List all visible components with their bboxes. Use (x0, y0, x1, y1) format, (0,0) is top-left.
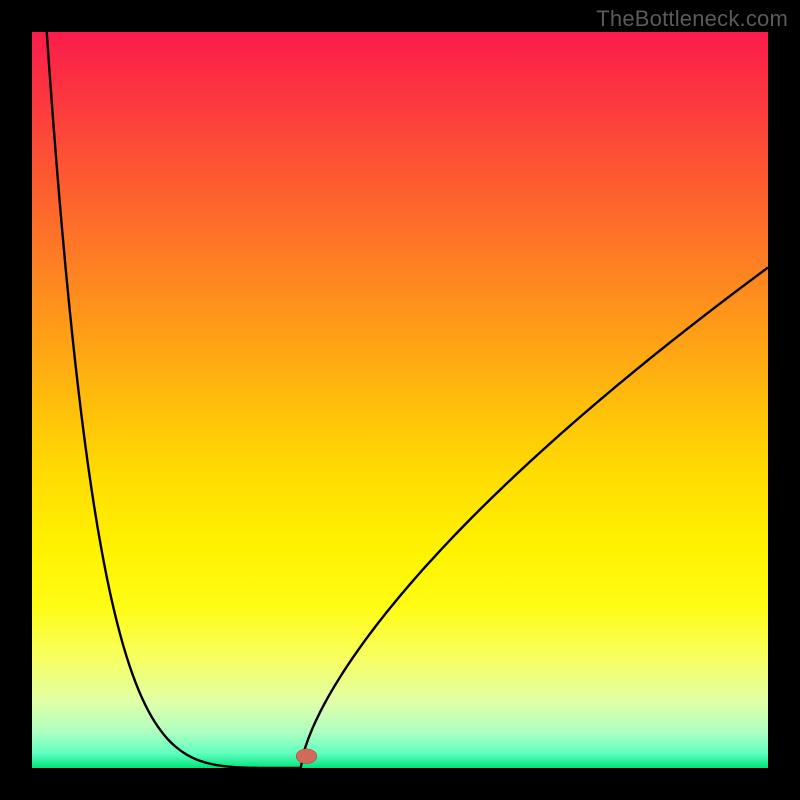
chart-background (32, 32, 768, 768)
chart-svg (32, 32, 768, 768)
watermark-text: TheBottleneck.com (596, 6, 788, 32)
chart-frame: TheBottleneck.com (0, 0, 800, 800)
plot-area (32, 32, 768, 768)
minimum-marker (296, 749, 317, 764)
